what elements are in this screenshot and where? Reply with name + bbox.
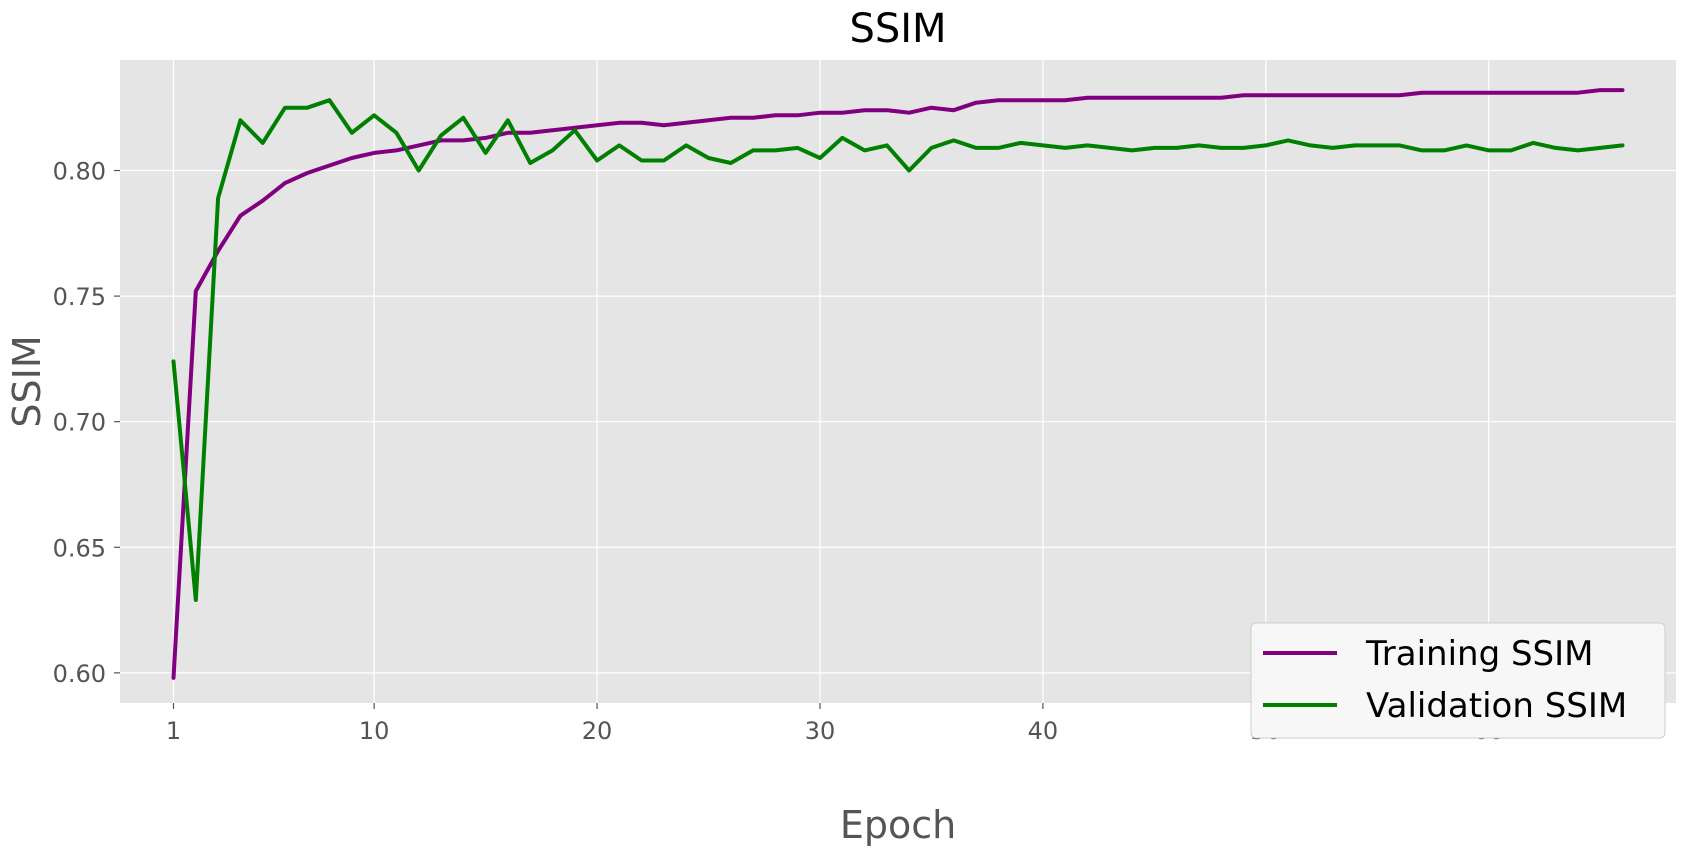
x-tick-label: 10 <box>359 717 390 745</box>
series-line-training <box>171 88 1625 680</box>
grid-lines <box>120 60 1676 703</box>
y-axis-ticks: 0.60 0.65 0.70 0.75 0.80 <box>53 158 120 688</box>
legend-label-validation: Validation SSIM <box>1366 686 1627 726</box>
chart-title: SSIM <box>849 6 946 52</box>
x-tick-label: 20 <box>582 717 613 745</box>
series-lines <box>171 88 1625 680</box>
legend-label-training: Training SSIM <box>1365 634 1594 674</box>
x-axis-label: Epoch <box>840 803 956 847</box>
y-axis-label: SSIM <box>5 335 49 427</box>
y-tick-label: 0.60 <box>53 660 106 688</box>
y-tick-label: 0.80 <box>53 158 106 186</box>
series-line-validation <box>171 98 1625 602</box>
x-tick-label: 1 <box>166 717 181 745</box>
x-tick-label: 30 <box>805 717 836 745</box>
y-tick-label: 0.75 <box>53 283 106 311</box>
y-tick-label: 0.70 <box>53 409 106 437</box>
y-tick-label: 0.65 <box>53 534 106 562</box>
legend: Training SSIM Validation SSIM <box>1250 622 1666 739</box>
plot-area <box>120 60 1676 703</box>
legend-box <box>1250 622 1666 739</box>
x-tick-label: 40 <box>1028 717 1059 745</box>
